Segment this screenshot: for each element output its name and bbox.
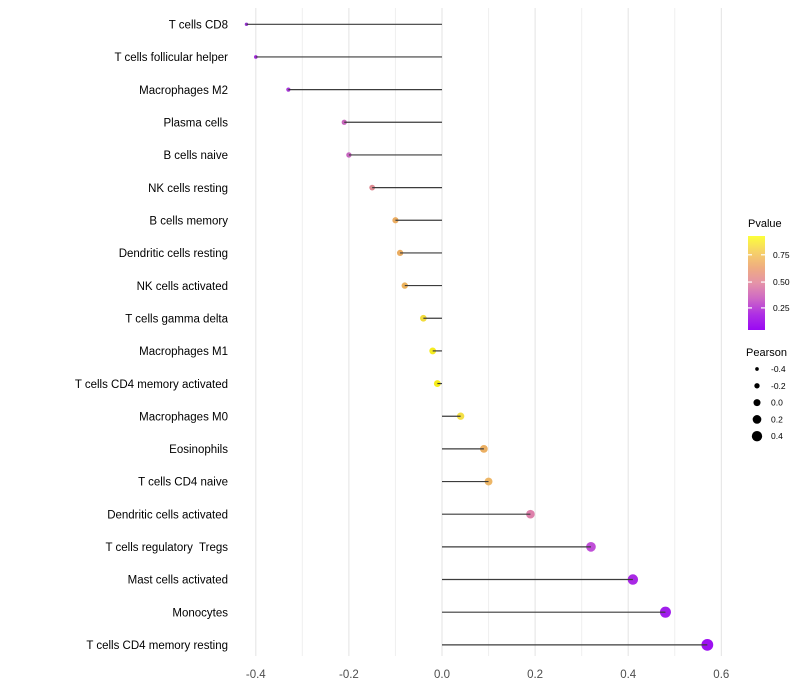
pvalue-tick-label: 0.50 bbox=[773, 277, 790, 287]
x-axis-tick-label: -0.2 bbox=[339, 669, 359, 681]
x-axis-tick-label: 0.6 bbox=[713, 669, 729, 681]
x-axis-tick-label: -0.4 bbox=[246, 669, 266, 681]
lollipop-dot bbox=[526, 509, 535, 519]
pvalue-tick-label: 0.25 bbox=[773, 303, 790, 313]
pvalue-legend-title: Pvalue bbox=[748, 218, 782, 230]
row-label: T cells gamma delta bbox=[125, 313, 228, 325]
x-axis-tick-label: 0.4 bbox=[620, 669, 637, 681]
row-label: NK cells activated bbox=[137, 281, 228, 293]
lollipop-dot bbox=[396, 249, 404, 257]
row-label: NK cells resting bbox=[148, 183, 228, 195]
pearson-legend-label: 0.0 bbox=[771, 398, 783, 408]
row-label: T cells CD4 memory resting bbox=[86, 640, 228, 652]
row-label: Macrophages M2 bbox=[139, 85, 228, 97]
row-label: Monocytes bbox=[172, 607, 228, 619]
pearson-legend-label: 0.4 bbox=[771, 431, 783, 441]
pvalue-tick-label: 0.75 bbox=[773, 250, 790, 260]
row-label: B cells naive bbox=[163, 150, 228, 162]
row-label: T cells follicular helper bbox=[114, 52, 228, 64]
row-label: T cells regulatory Tregs bbox=[105, 542, 228, 554]
row-label: Plasma cells bbox=[163, 117, 228, 129]
row-label: T cells CD8 bbox=[169, 20, 228, 32]
pearson-legend-title: Pearson bbox=[746, 347, 787, 359]
pearson-legend-dot bbox=[755, 367, 759, 371]
row-label: Mast cells activated bbox=[128, 575, 228, 587]
pearson-legend-dot bbox=[751, 431, 763, 442]
x-axis-tick-label: 0.0 bbox=[434, 669, 450, 681]
lollipop-dot bbox=[701, 638, 714, 651]
pearson-legend-dot bbox=[752, 415, 762, 424]
pearson-legend-dot bbox=[753, 399, 761, 407]
row-label: B cells memory bbox=[149, 215, 228, 227]
row-label: T cells CD4 naive bbox=[138, 477, 228, 489]
pearson-legend-label: -0.4 bbox=[771, 364, 786, 374]
pearson-legend-label: -0.2 bbox=[771, 381, 786, 391]
row-label: Macrophages M0 bbox=[139, 411, 228, 423]
lollipop-dot bbox=[480, 445, 488, 453]
row-label: Eosinophils bbox=[169, 444, 228, 456]
row-label: Dendritic cells resting bbox=[119, 248, 228, 260]
x-axis-tick-label: 0.2 bbox=[527, 669, 543, 681]
pearson-legend-label: 0.2 bbox=[771, 414, 783, 424]
row-label: Dendritic cells activated bbox=[107, 509, 228, 521]
lollipop-dot bbox=[253, 55, 258, 59]
row-label: T cells CD4 memory activated bbox=[75, 379, 228, 391]
row-label: Macrophages M1 bbox=[139, 346, 228, 358]
pearson-legend-dot bbox=[754, 383, 760, 389]
lollipop-dot bbox=[433, 380, 441, 388]
pvalue-colorbar bbox=[748, 236, 765, 330]
